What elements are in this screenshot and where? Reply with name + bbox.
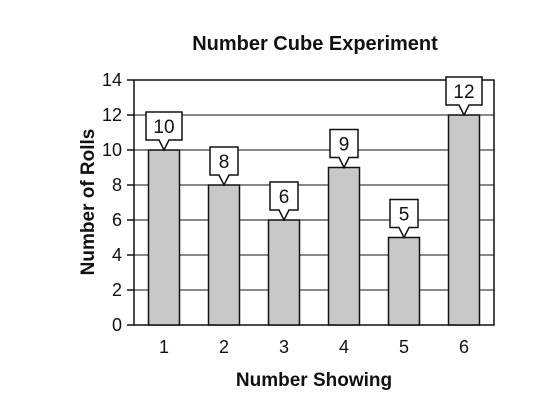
x-tick-label: 2 — [219, 337, 229, 357]
y-tick-labels: 0 2 4 6 8 10 12 14 — [102, 70, 122, 335]
x-tick-label: 4 — [339, 337, 349, 357]
data-label-text: 5 — [399, 205, 410, 226]
data-label-1: 10 — [145, 111, 183, 152]
data-label-2: 8 — [209, 146, 239, 187]
bar-6 — [447, 114, 481, 326]
data-label-box — [209, 146, 239, 187]
x-tick-label: 5 — [399, 337, 409, 357]
y-tick-label: 0 — [112, 315, 122, 335]
bar-3 — [267, 219, 301, 326]
bar-4 — [327, 166, 361, 326]
data-label-5: 5 — [389, 198, 419, 240]
y-tick-label: 14 — [102, 70, 122, 90]
y-tick-label: 8 — [112, 175, 122, 195]
x-axis-title: Number Showing — [236, 370, 392, 391]
data-label-box — [329, 128, 359, 170]
y-tick-label: 6 — [112, 210, 122, 230]
data-label-box — [269, 181, 299, 222]
bar-2 — [207, 184, 241, 326]
bars — [147, 114, 481, 326]
bar-5 — [387, 236, 421, 326]
plot-frame — [133, 79, 495, 326]
data-label-text: 9 — [339, 135, 350, 156]
data-label-text: 8 — [219, 152, 230, 173]
data-label-3: 6 — [269, 181, 299, 222]
data-label-box — [389, 198, 419, 240]
x-tick-label: 3 — [279, 337, 289, 357]
y-tick-label: 2 — [112, 280, 122, 300]
data-label-text: 10 — [153, 117, 174, 138]
chart-title: Number Cube Experiment — [192, 33, 438, 55]
data-label-4: 9 — [329, 128, 359, 170]
data-label-box — [445, 76, 483, 117]
data-label-6: 12 — [445, 76, 483, 117]
y-axis-title: Number of Rolls — [78, 129, 99, 276]
data-label-text: 12 — [453, 82, 474, 103]
x-tick-label: 6 — [459, 337, 469, 357]
x-tick-label: 1 — [159, 337, 169, 357]
y-tick-label: 10 — [102, 140, 122, 160]
gridlines — [127, 79, 495, 326]
y-tick-label: 12 — [102, 105, 122, 125]
y-tick-label: 4 — [112, 245, 122, 265]
bar-1 — [147, 149, 181, 326]
data-labels: 10 8 6 9 5 12 — [145, 76, 483, 240]
x-tick-labels: 1 2 3 4 5 6 — [159, 337, 469, 357]
data-label-box — [145, 111, 183, 152]
data-label-text: 6 — [279, 187, 290, 208]
